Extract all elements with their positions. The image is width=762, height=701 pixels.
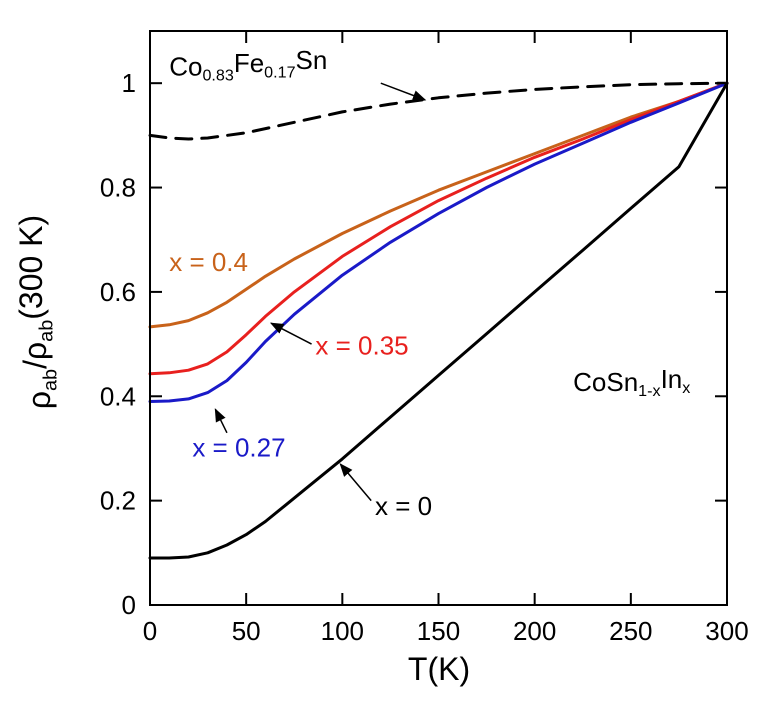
subscript-text: ab <box>39 369 61 391</box>
y-tick-label: 0 <box>122 590 136 620</box>
subscript-text: 0.17 <box>264 63 295 81</box>
label-text: Co <box>169 51 202 81</box>
series-line-3 <box>148 81 729 403</box>
x-tick-label: 250 <box>609 616 652 646</box>
annotation-arrow-3 <box>214 408 228 434</box>
y-tick-label: 1 <box>122 68 136 98</box>
series-line-1 <box>148 81 729 329</box>
subscript-text: x <box>682 379 690 397</box>
subscript-text: ab <box>35 320 57 342</box>
label-text: x = 0.4 <box>169 247 248 277</box>
annotation-label-1: x = 0.4 <box>169 247 248 277</box>
annotation-label-4: CoSn1-xInx <box>573 364 690 400</box>
label-text: ρ <box>21 391 57 409</box>
x-tick-label: 100 <box>321 616 364 646</box>
subscript-text: 0.83 <box>202 67 233 85</box>
x-tick-label: 200 <box>513 616 556 646</box>
x-tick-label: 300 <box>705 616 748 646</box>
series-line-4 <box>148 81 729 560</box>
label-text: CoSn <box>573 367 638 397</box>
annotation-label-0: Co0.83Fe0.17Sn <box>169 45 327 84</box>
x-tick-label: 0 <box>143 616 157 646</box>
annotation-arrow-2 <box>269 322 312 345</box>
y-tick-label: 0.2 <box>100 486 136 516</box>
y-axis-label: ρab/ρab(300 K) <box>13 215 61 409</box>
annotation-label-3: x = 0.27 <box>192 432 285 462</box>
series-line-0 <box>148 81 729 141</box>
label-text: (300 K) <box>13 215 49 320</box>
label-text: x = 0.35 <box>315 331 408 361</box>
annotation-arrow-0 <box>380 82 427 101</box>
x-tick-label: 50 <box>232 616 261 646</box>
label-text: Fe <box>234 48 264 78</box>
subscript-text: 1-x <box>638 382 660 400</box>
y-tick-label: 0.8 <box>100 173 136 203</box>
y-tick-label: 0.4 <box>100 381 136 411</box>
series-line-2 <box>148 81 729 376</box>
annotation-label-2: x = 0.35 <box>315 331 408 361</box>
annotation-arrow-5 <box>339 463 372 502</box>
y-tick-label: 0.6 <box>100 277 136 307</box>
series-layer <box>148 81 729 560</box>
label-text: /ρ <box>17 342 53 369</box>
label-text: In <box>661 364 683 394</box>
annotation-label-5: x = 0 <box>375 491 432 521</box>
x-axis-label: T(K) <box>408 651 470 687</box>
label-text: x = 0.27 <box>192 432 285 462</box>
label-text: x = 0 <box>375 491 432 521</box>
axis-ticks: 0 50 100 150 200 250 300 0 0.2 0.4 0.6 0.8 1 <box>100 31 749 646</box>
label-text: Sn <box>296 45 328 75</box>
x-tick-label: 150 <box>417 616 460 646</box>
